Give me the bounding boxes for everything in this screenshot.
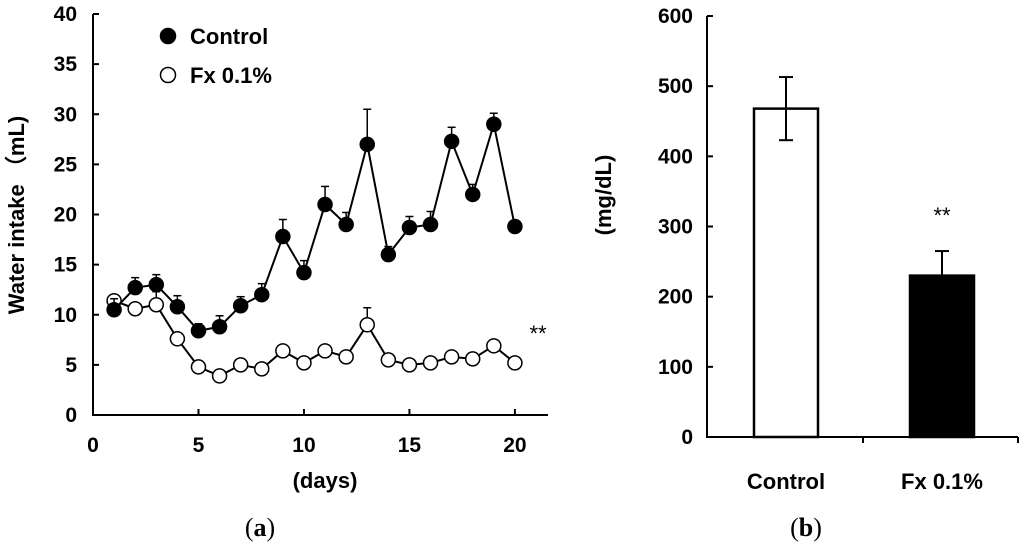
- data-point-fx: [443, 349, 460, 365]
- panel-a-y-tick-label: 20: [54, 204, 77, 227]
- panel-b-significance-label: **: [933, 203, 951, 228]
- data-point-fx: [232, 357, 249, 373]
- data-point-fx: [211, 368, 228, 384]
- data-point-fx: [148, 296, 165, 313]
- panel-b-y-tick-label: 0: [681, 426, 693, 449]
- data-point-control: [211, 319, 228, 335]
- bar-control: [752, 107, 820, 439]
- data-point-fx: [486, 338, 502, 354]
- data-point-fx: [127, 300, 143, 317]
- panel-a-significance-label: **: [529, 321, 547, 346]
- panel-a-caption: (a): [245, 513, 275, 542]
- data-point-fx: [254, 361, 270, 377]
- panel-a-y-tick-label: 25: [54, 153, 78, 176]
- data-point-control: [507, 218, 523, 235]
- data-point-control: [169, 298, 186, 315]
- data-point-fx: [317, 343, 333, 359]
- panel-a-x-tick-label: 0: [87, 434, 99, 457]
- legend-label-control: Control: [190, 24, 268, 49]
- data-point-control: [359, 136, 375, 153]
- panel-a-y-tick-label: 15: [54, 254, 78, 277]
- panel-b-y-axis-label: (mg/dL): [591, 155, 616, 236]
- panel-a-line-chart: 0 5 10 15 20 25 30 35 40 0 5 10 15 20 (days) Water i…: [4, 3, 548, 542]
- data-point-fx: [338, 349, 354, 365]
- panel-a-y-tick-label: 5: [65, 354, 77, 377]
- panel-a-x-tick-label: 10: [292, 434, 315, 457]
- panel-a-y-tick-label: 30: [54, 103, 77, 126]
- panel-a-x-tick-label: 15: [398, 434, 422, 457]
- data-point-control: [127, 279, 143, 296]
- legend-marker-control: [159, 27, 177, 45]
- series-fx: [106, 290, 523, 384]
- panel-b-caption: (b): [790, 513, 822, 542]
- data-point-control: [380, 246, 397, 263]
- panel-b-category-label: Control: [747, 469, 825, 494]
- panel-a-y-tick-label: 35: [54, 53, 78, 76]
- panel-a-legend: Control Fx 0.1%: [159, 24, 272, 88]
- data-point-control: [401, 219, 418, 236]
- data-point-control: [275, 228, 291, 245]
- panel-b-y-tick-label: 300: [658, 216, 693, 239]
- panel-a-y-tick-label: 0: [65, 404, 77, 427]
- data-point-fx: [359, 317, 375, 333]
- panel-b-y-tick-label: 500: [658, 75, 693, 98]
- panel-a-x-tick-label: 5: [193, 434, 205, 457]
- data-point-control: [254, 286, 270, 303]
- panel-a-y-tick-label: 40: [54, 3, 77, 26]
- panel-b-y-tick-label: 200: [658, 286, 693, 309]
- data-point-control: [232, 297, 249, 314]
- data-point-fx: [190, 359, 207, 375]
- panel-a-y-axis-label: Water intake （mL): [4, 116, 29, 314]
- data-point-fx: [507, 355, 523, 371]
- data-point-fx: [401, 357, 418, 373]
- panel-b-y-tick-label: 600: [658, 5, 693, 28]
- bar-fx: [908, 274, 976, 439]
- data-point-fx: [275, 343, 291, 359]
- data-point-control: [317, 196, 333, 213]
- panel-b-y-tick-label: 100: [658, 356, 693, 379]
- panel-b-category-label: Fx 0.1%: [901, 469, 983, 494]
- data-point-control: [106, 301, 122, 318]
- data-point-control: [338, 216, 354, 233]
- panel-a-x-axis-label: (days): [293, 468, 358, 493]
- data-point-control: [190, 323, 207, 339]
- data-point-control: [296, 264, 312, 281]
- data-point-control: [486, 116, 502, 133]
- data-point-control: [422, 216, 439, 233]
- data-point-fx: [422, 355, 439, 371]
- panel-a-y-tick-label: 10: [54, 304, 77, 327]
- data-point-fx: [464, 351, 481, 367]
- data-point-fx: [296, 355, 312, 371]
- data-point-fx: [380, 352, 397, 368]
- data-point-fx: [169, 331, 186, 347]
- panel-b-bar-chart: 0 100 200 300 400 500 600 Control Fx 0.1% ** (mg…: [591, 5, 1019, 542]
- series-control: [106, 108, 523, 339]
- legend-marker-fx: [159, 66, 177, 84]
- panel-a-x-tick-label: 20: [503, 434, 526, 457]
- data-point-control: [148, 276, 165, 293]
- data-point-control: [443, 133, 460, 150]
- legend-label-fx: Fx 0.1%: [190, 63, 272, 88]
- data-point-control: [464, 186, 481, 203]
- panel-b-y-tick-label: 400: [658, 145, 693, 168]
